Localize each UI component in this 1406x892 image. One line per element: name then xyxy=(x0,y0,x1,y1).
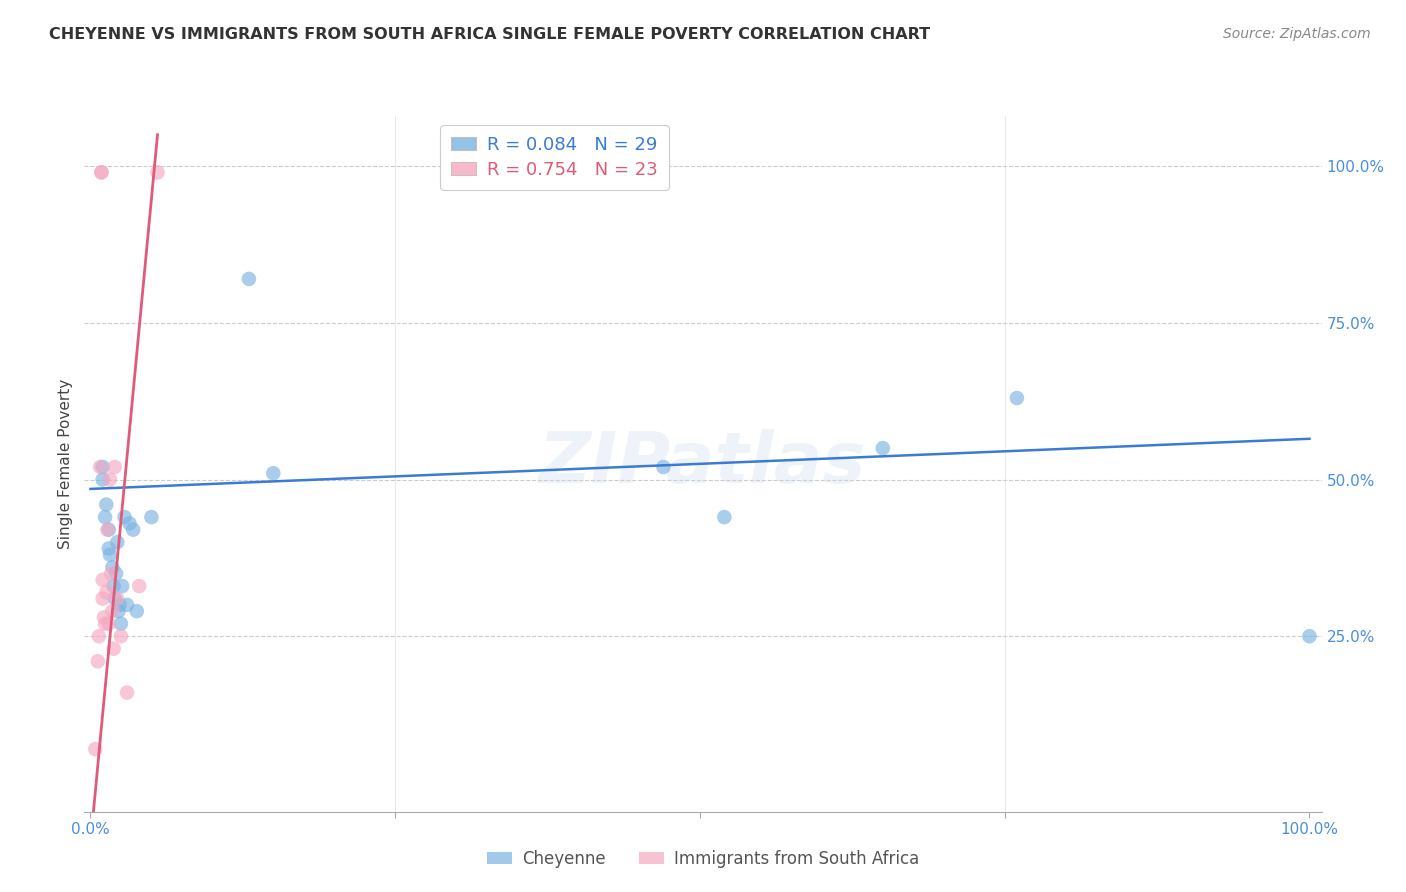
Point xyxy=(105,566,128,581)
Point xyxy=(146,165,169,179)
Point xyxy=(110,629,132,643)
Point xyxy=(105,535,128,549)
Point xyxy=(115,598,138,612)
Point xyxy=(90,165,112,179)
Point xyxy=(122,523,145,537)
Point xyxy=(87,629,110,643)
Point xyxy=(100,566,122,581)
Point xyxy=(713,510,735,524)
Text: Source: ZipAtlas.com: Source: ZipAtlas.com xyxy=(1223,27,1371,41)
Point xyxy=(97,541,120,556)
Point xyxy=(98,473,121,487)
Point xyxy=(96,585,118,599)
Point xyxy=(111,579,134,593)
Point xyxy=(103,579,125,593)
Point xyxy=(141,510,163,524)
Point xyxy=(94,510,117,524)
Legend: Cheyenne, Immigrants from South Africa: Cheyenne, Immigrants from South Africa xyxy=(481,844,925,875)
Point xyxy=(89,460,111,475)
Point xyxy=(90,165,112,179)
Point xyxy=(87,654,110,668)
Legend: R = 0.084   N = 29, R = 0.754   N = 23: R = 0.084 N = 29, R = 0.754 N = 23 xyxy=(440,125,669,190)
Point xyxy=(104,460,127,475)
Point xyxy=(105,591,128,606)
Point xyxy=(262,467,284,481)
Point xyxy=(103,641,125,656)
Point xyxy=(1298,629,1320,643)
Text: ZIPatlas: ZIPatlas xyxy=(540,429,866,499)
Point xyxy=(1005,391,1028,405)
Point xyxy=(107,604,129,618)
Point xyxy=(94,616,117,631)
Point xyxy=(91,591,114,606)
Point xyxy=(114,510,136,524)
Point xyxy=(93,610,115,624)
Point xyxy=(101,604,124,618)
Point xyxy=(108,598,131,612)
Point xyxy=(91,460,114,475)
Point xyxy=(98,548,121,562)
Text: CHEYENNE VS IMMIGRANTS FROM SOUTH AFRICA SINGLE FEMALE POVERTY CORRELATION CHART: CHEYENNE VS IMMIGRANTS FROM SOUTH AFRICA… xyxy=(49,27,931,42)
Point xyxy=(652,460,675,475)
Point xyxy=(872,441,894,455)
Point xyxy=(125,604,148,618)
Point xyxy=(115,685,138,699)
Point xyxy=(91,573,114,587)
Point xyxy=(96,498,118,512)
Point xyxy=(238,272,260,286)
Point xyxy=(97,523,120,537)
Point xyxy=(110,616,132,631)
Point xyxy=(97,616,120,631)
Point xyxy=(96,523,118,537)
Point xyxy=(91,473,114,487)
Y-axis label: Single Female Poverty: Single Female Poverty xyxy=(58,379,73,549)
Point xyxy=(118,516,141,531)
Point xyxy=(101,560,124,574)
Point xyxy=(84,742,107,756)
Point xyxy=(128,579,150,593)
Point xyxy=(104,591,127,606)
